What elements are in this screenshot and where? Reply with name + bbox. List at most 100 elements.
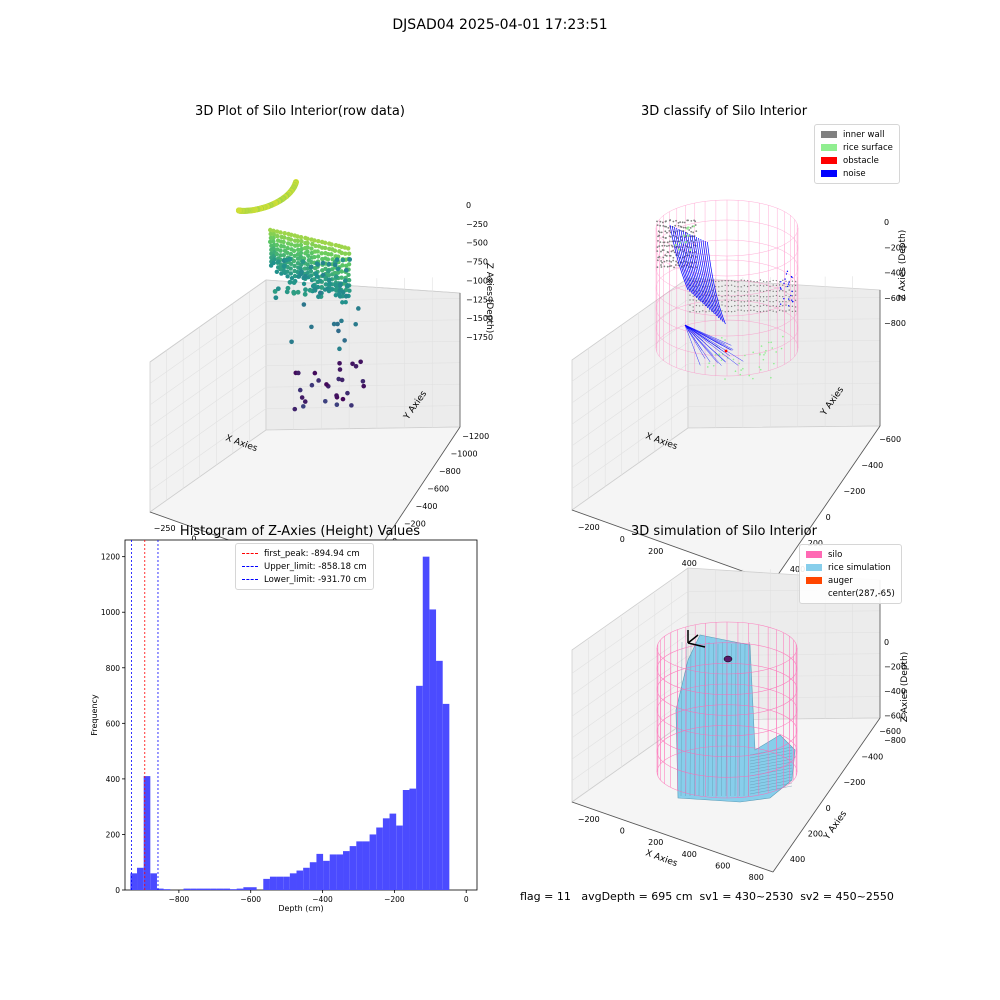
x-tick-label: −200 [578, 815, 600, 824]
raw-data-point [319, 285, 325, 290]
inner-wall-point [671, 245, 674, 248]
inner-wall-point [750, 309, 752, 312]
rice-mesh-line [703, 643, 705, 797]
simulation-legend: silo rice simulation auger center(287,-6… [799, 544, 902, 604]
z-tick-label: −200 [884, 663, 906, 672]
rice-surface-point [770, 341, 772, 344]
inner-wall-point [750, 280, 752, 282]
raw-data-point [312, 286, 318, 292]
inner-wall-point [674, 224, 677, 227]
inner-wall-point [759, 305, 762, 307]
inner-wall-point [772, 310, 774, 312]
noise-point [791, 290, 793, 293]
inner-wall-point [743, 285, 746, 287]
noise-point [790, 294, 792, 297]
inner-wall-point [753, 299, 755, 302]
raw-data-point [287, 279, 293, 285]
inner-wall-point [746, 291, 749, 293]
inner-wall-point [750, 295, 752, 297]
inner-wall-point [721, 301, 723, 303]
noise-point [786, 270, 789, 273]
rice-surface-point [764, 352, 766, 354]
inner-wall-point [775, 311, 778, 313]
histogram-bar [243, 887, 250, 890]
inner-wall-point [743, 310, 746, 312]
rice-surface-point [706, 366, 709, 368]
silo-swatch [806, 551, 822, 558]
z-tick-label: −500 [466, 239, 488, 248]
raw-data-point [301, 302, 307, 307]
raw-data-point [305, 236, 310, 241]
raw-data-point [282, 231, 287, 236]
histogram-bar [210, 888, 217, 890]
inner-wall-point [714, 280, 717, 283]
rice-surface-point [686, 227, 689, 230]
histogram-bar [356, 841, 363, 890]
raw-data-point [329, 242, 334, 247]
noise-point [788, 305, 790, 307]
inner-wall-point [791, 310, 794, 313]
raw-data-point [316, 294, 321, 300]
inner-wall-point [794, 306, 797, 308]
inner-wall-point [730, 296, 733, 298]
raw-data-point [305, 266, 310, 271]
inner-wall-point [743, 290, 746, 293]
inner-wall-point [672, 256, 675, 259]
raw-data-point [316, 239, 321, 244]
raw-data-point [343, 293, 349, 299]
y-tick-label: 800 [106, 664, 121, 673]
noise-streak [682, 230, 702, 303]
inner-wall-point [669, 219, 672, 221]
rice-mesh-line [716, 643, 719, 797]
x-tick-label: −200 [578, 523, 600, 532]
raw-data-point [296, 370, 301, 376]
inner-wall-point [668, 265, 671, 268]
raw-3d-axes-box [149, 279, 461, 586]
inner-wall-point [769, 290, 771, 292]
inner-wall-point [695, 230, 698, 233]
inner-wall-point [753, 309, 755, 312]
raw-data-point [292, 273, 298, 279]
inner-wall-point [769, 300, 771, 303]
inner-wall-point [727, 280, 730, 282]
z-tick-label: −800 [884, 319, 906, 328]
grid-line [265, 340, 461, 345]
raw-data-point [316, 254, 321, 259]
rice-mesh-line [749, 785, 793, 795]
inner-wall-point [762, 310, 765, 312]
raw-data-point [329, 252, 334, 257]
inner-wall-point [794, 290, 797, 292]
raw-data-point [309, 324, 314, 330]
inner-wall-point [785, 310, 787, 312]
raw-data-point [360, 378, 366, 384]
noise-streak [687, 232, 706, 307]
inner-wall-point [689, 299, 691, 301]
inner-wall-point [794, 294, 797, 296]
grid-line [687, 404, 881, 407]
inner-wall-point [794, 310, 797, 312]
raw-data-point [340, 263, 345, 268]
raw-data-point [272, 257, 277, 262]
raw-data-point [343, 267, 349, 273]
inner-wall-point [740, 309, 742, 311]
inner-wall-point [692, 295, 694, 297]
inner-wall-point [672, 249, 675, 252]
inner-wall-point [660, 260, 663, 262]
rice-surface-point [748, 374, 751, 377]
grid-line [571, 655, 689, 738]
raw-data-point [339, 250, 344, 256]
inner-wall-point [662, 256, 665, 259]
y-tick-label: 400 [790, 855, 805, 864]
inner-wall-point [743, 294, 746, 297]
grid-line [687, 339, 881, 343]
histogram-bar [156, 888, 164, 890]
inner-wall-point [766, 299, 768, 301]
histogram-bar [283, 876, 290, 890]
x-tick-label: 0 [191, 535, 196, 544]
y-tick-label: −1000 [451, 449, 478, 458]
noise-streak [689, 233, 709, 309]
raw-data-point [309, 246, 314, 251]
inner-wall-point [669, 254, 672, 257]
raw-data-point [271, 260, 276, 266]
